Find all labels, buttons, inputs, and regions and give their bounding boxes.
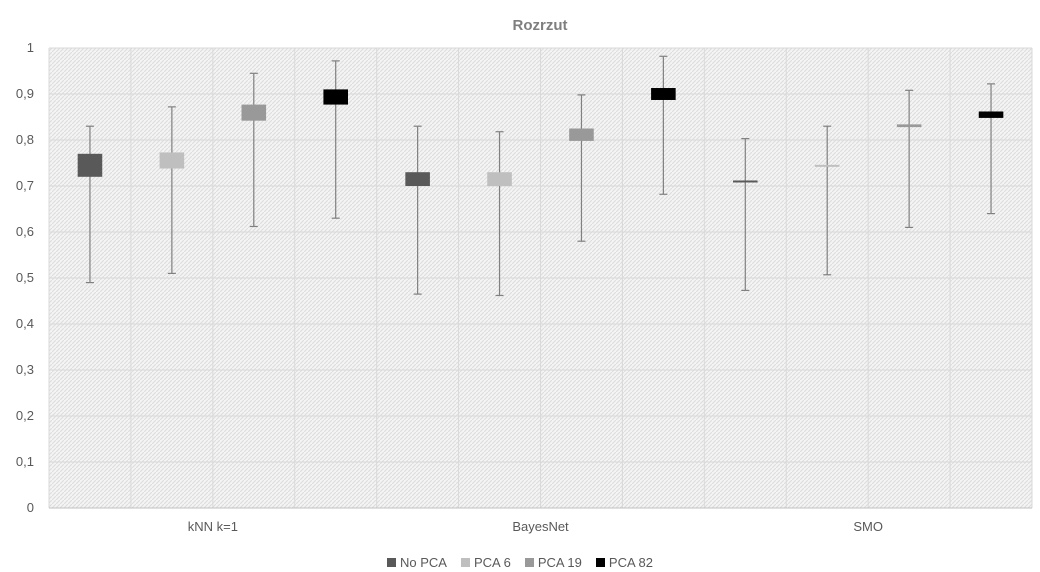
y-tick-label: 0,3 (16, 362, 34, 377)
y-tick-label: 0,2 (16, 408, 34, 423)
legend-label: PCA 82 (608, 555, 653, 570)
grid (48, 47, 1033, 509)
y-tick-label: 0,1 (16, 454, 34, 469)
y-tick-label: 0,6 (16, 224, 34, 239)
box (405, 172, 430, 186)
legend-item: No PCA (386, 555, 447, 570)
y-tick-label: 0,8 (16, 132, 34, 147)
y-tick-label: 0,9 (16, 86, 34, 101)
legend-label: No PCA (399, 555, 447, 570)
box (323, 89, 348, 105)
chart: Rozrzut 0 0,1 0,2 0,3 0,4 0,5 0,6 0,7 0,8 0,9 1 kN… (16, 17, 1033, 534)
box (651, 88, 676, 100)
box (77, 153, 103, 177)
x-tick-label: BayesNet (512, 519, 569, 534)
box (159, 152, 185, 169)
legend-label: PCA 6 (473, 555, 511, 570)
y-tick-label: 0,7 (16, 178, 34, 193)
legend-label: PCA 19 (537, 555, 582, 570)
legend-item: PCA 6 (460, 555, 511, 570)
legend-swatch (595, 558, 605, 567)
chart-title: Rozrzut (513, 17, 568, 34)
legend-swatch (460, 558, 470, 567)
y-tick-label: 0,4 (16, 316, 34, 331)
box (569, 128, 594, 141)
y-tick-label: 0,5 (16, 270, 34, 285)
box (896, 124, 922, 128)
legend: No PCA PCA 6 PCA 19 PCA 82 (0, 555, 1040, 570)
legend-swatch (524, 558, 534, 567)
legend-item: PCA 82 (595, 555, 653, 570)
box (733, 180, 758, 183)
y-tick-label: 0 (27, 500, 34, 515)
x-axis: kNN k=1 BayesNet SMO (49, 507, 1032, 534)
legend-item: PCA 19 (524, 555, 582, 570)
x-tick-label: SMO (853, 519, 883, 534)
box (241, 104, 267, 121)
x-tick-label: kNN k=1 (188, 519, 238, 534)
y-axis: 0 0,1 0,2 0,3 0,4 0,5 0,6 0,7 0,8 0,9 1 (16, 40, 34, 515)
y-tick-label: 1 (27, 40, 34, 55)
box (978, 111, 1004, 118)
box (814, 164, 840, 167)
boxes (77, 55, 1004, 297)
legend-swatch (386, 558, 396, 567)
box (487, 172, 512, 186)
